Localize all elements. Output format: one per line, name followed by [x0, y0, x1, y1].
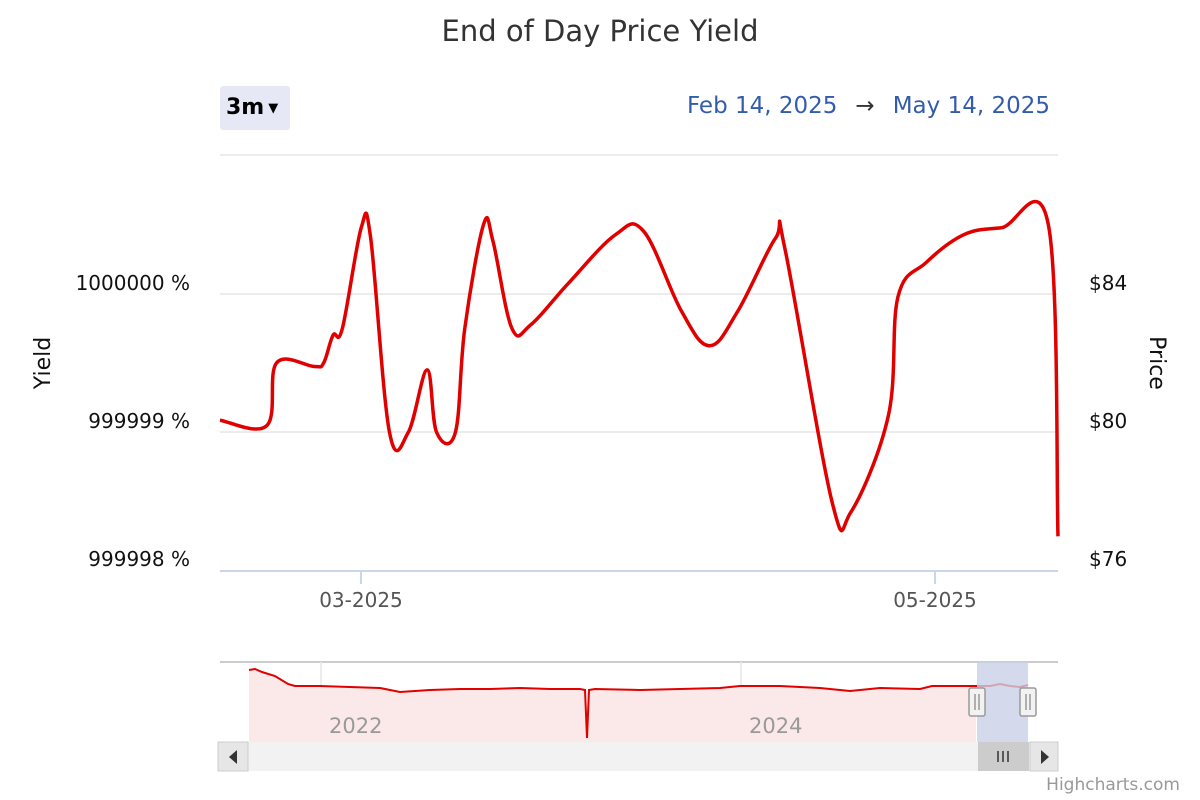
- range-selector-label: 3m: [226, 95, 265, 120]
- arrow-right-icon: →: [855, 93, 875, 119]
- navigator[interactable]: 2022 2024: [220, 661, 1058, 742]
- arrow-right-icon: [1041, 750, 1049, 764]
- navigator-left-handle[interactable]: [968, 687, 986, 717]
- y-right-tick-label: $76: [1089, 547, 1127, 571]
- y-right-tick-label: $84: [1089, 271, 1127, 295]
- y-right-tick-label: $80: [1089, 409, 1127, 433]
- caret-down-icon: ▼: [268, 101, 279, 116]
- chart-title: End of Day Price Yield: [441, 14, 759, 48]
- series-line[interactable]: [219, 199, 1060, 537]
- navigator-tick-label: 2022: [329, 714, 382, 738]
- date-to[interactable]: May 14, 2025: [892, 93, 1050, 119]
- x-tick-label: 05-2025: [893, 588, 977, 612]
- navigator-tick-label: 2024: [749, 714, 802, 738]
- range-selector-dropdown[interactable]: 3m ▼: [220, 86, 290, 130]
- grid-lines: [220, 154, 1058, 584]
- credits-link[interactable]: Highcharts.com: [1046, 775, 1180, 795]
- y-left-axis-title: Yield: [31, 337, 56, 390]
- x-tick-label: 03-2025: [319, 588, 403, 612]
- scrollbar[interactable]: [217, 741, 1059, 772]
- y-left-tick-label: 1000000 %: [76, 271, 190, 295]
- y-left-tick-label: 999999 %: [88, 409, 190, 433]
- arrow-left-icon: [229, 750, 237, 764]
- navigator-series-line: [248, 667, 1029, 739]
- navigator-right-handle[interactable]: [1019, 687, 1037, 717]
- y-right-axis-title: Price: [1144, 336, 1169, 390]
- date-from[interactable]: Feb 14, 2025: [686, 93, 838, 119]
- y-left-tick-label: 999998 %: [88, 547, 190, 571]
- scrollbar-track[interactable]: [220, 742, 1058, 771]
- date-range-display: Feb 14, 2025 → May 14, 2025: [687, 93, 1050, 119]
